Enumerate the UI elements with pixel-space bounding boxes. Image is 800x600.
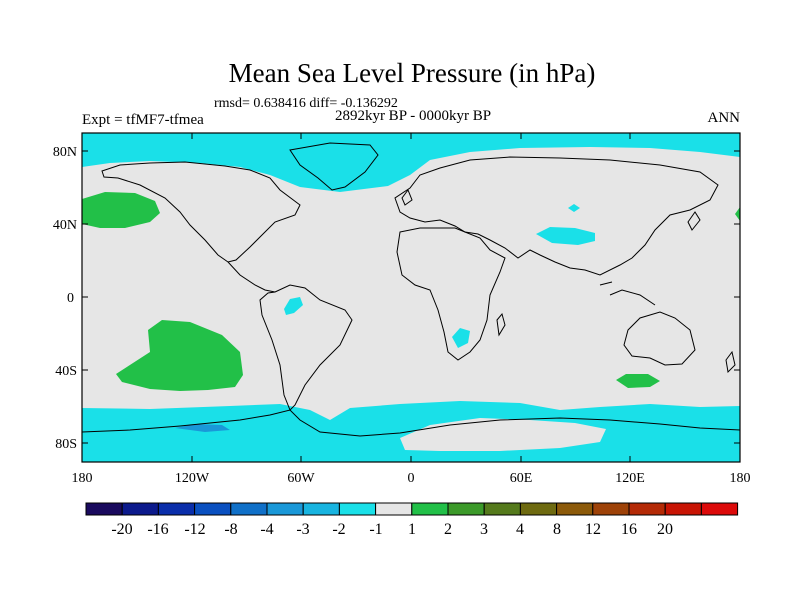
map [81, 132, 741, 463]
colorbar-swatch-16 [664, 502, 702, 516]
colorbar-swatch-3 [194, 502, 232, 516]
new-zealand-coast [725, 350, 736, 374]
colorbar-swatch-9 [411, 502, 449, 516]
lon-label-60w: 60W [287, 471, 315, 486]
colorbar-swatch-5 [266, 502, 304, 516]
colorbar-swatch-14 [592, 502, 630, 516]
central-asia-negative-spot [568, 204, 580, 212]
colorbar-label-1: -16 [147, 521, 168, 538]
north-pacific-positive-region [82, 192, 160, 228]
coastlines [81, 142, 741, 437]
lat-label-40n: 40N [53, 218, 77, 233]
africa-coast [396, 227, 506, 361]
central-america-coast [227, 261, 276, 293]
colorbar [85, 502, 739, 516]
colorbar-swatch-2 [157, 502, 196, 516]
colorbar-label-11: 4 [516, 521, 524, 538]
colorbar-label-3: -8 [224, 521, 237, 538]
colorbar-swatch-6 [302, 502, 340, 516]
colorbar-swatch-13 [556, 502, 594, 516]
lon-label-60e: 60E [510, 471, 533, 486]
colorbar-swatch-11 [483, 502, 521, 516]
lat-label-80s: 80S [55, 437, 77, 452]
lat-label-0: 0 [67, 291, 74, 306]
colorbar-label-7: -1 [369, 521, 382, 538]
southern-africa-negative-region [452, 328, 470, 348]
axis-ticks [81, 133, 741, 462]
lon-label-180e: 180 [730, 471, 751, 486]
colorbar-swatch-4 [230, 502, 268, 516]
colorbar-label-4: -4 [260, 521, 273, 538]
colorbar-swatch-7 [338, 502, 377, 516]
period-text: 2892kyr BP - 0000kyr BP [335, 108, 491, 124]
east-edge-positive-region [735, 207, 740, 221]
colorbar-label-0: -20 [111, 521, 132, 538]
lon-label-180w: 180 [72, 471, 93, 486]
lat-label-40s: 40S [55, 364, 77, 379]
south-indian-positive-region [616, 374, 660, 388]
stats-text: rmsd= 0.638416 diff= -0.136292 [214, 96, 398, 111]
lon-label-120w: 120W [175, 471, 210, 486]
colorbar-swatch-10 [447, 502, 485, 516]
colorbar-swatch-15 [628, 502, 666, 516]
lon-label-120e: 120E [615, 471, 645, 486]
uk-coast [401, 188, 413, 206]
colorbar-label-13: 12 [585, 521, 601, 538]
lon-label-0: 0 [408, 471, 415, 486]
colorbar-label-12: 8 [553, 521, 561, 538]
southeast-asia-islands [599, 281, 656, 306]
antarctic-gray-patch [400, 418, 606, 451]
madagascar-coast [496, 312, 506, 337]
colorbar-swatch-12 [519, 502, 558, 516]
season-text: ANN [708, 110, 741, 126]
colorbar-label-10: 3 [480, 521, 488, 538]
north-america-coast [101, 161, 301, 263]
lat-label-80n: 80N [53, 145, 77, 160]
antarctic-blue-patch [175, 424, 230, 432]
colorbar-swatch-17 [700, 502, 739, 516]
australia-coast [623, 311, 696, 366]
colorbar-swatch-8 [375, 502, 413, 516]
amazon-negative-region [284, 297, 303, 315]
colorbar-swatch-1 [121, 502, 159, 516]
japan-coast [687, 211, 701, 231]
colorbar-label-6: -2 [332, 521, 345, 538]
colorbar-label-15: 20 [657, 521, 673, 538]
south-pacific-positive-region [116, 320, 243, 391]
colorbar-label-8: 1 [408, 521, 416, 538]
latitude-labels: 80N 40N 0 40S 80S [53, 145, 77, 452]
colorbar-label-14: 16 [621, 521, 637, 538]
eurasia-coast [394, 156, 719, 276]
colorbar-swatch-0 [85, 502, 123, 516]
colorbar-label-9: 2 [444, 521, 452, 538]
greenland-coast [289, 142, 379, 191]
south-america-coast [259, 284, 353, 411]
plot-title: Mean Sea Level Pressure (in hPa) [229, 58, 596, 88]
colorbar-label-5: -3 [296, 521, 309, 538]
longitude-labels: 180 120W 60W 0 60E 120E 180 [72, 471, 751, 486]
arctic-negative-region [82, 133, 740, 192]
tibet-negative-region [536, 227, 595, 245]
experiment-text: Expt = tfMF7-tfmea [82, 112, 204, 128]
colorbar-labels: -20 -16 -12 -8 -4 -3 -2 -1 1 2 3 4 8 12 … [111, 521, 673, 538]
colorbar-label-2: -12 [184, 521, 205, 538]
antarctica-coast [81, 409, 741, 437]
